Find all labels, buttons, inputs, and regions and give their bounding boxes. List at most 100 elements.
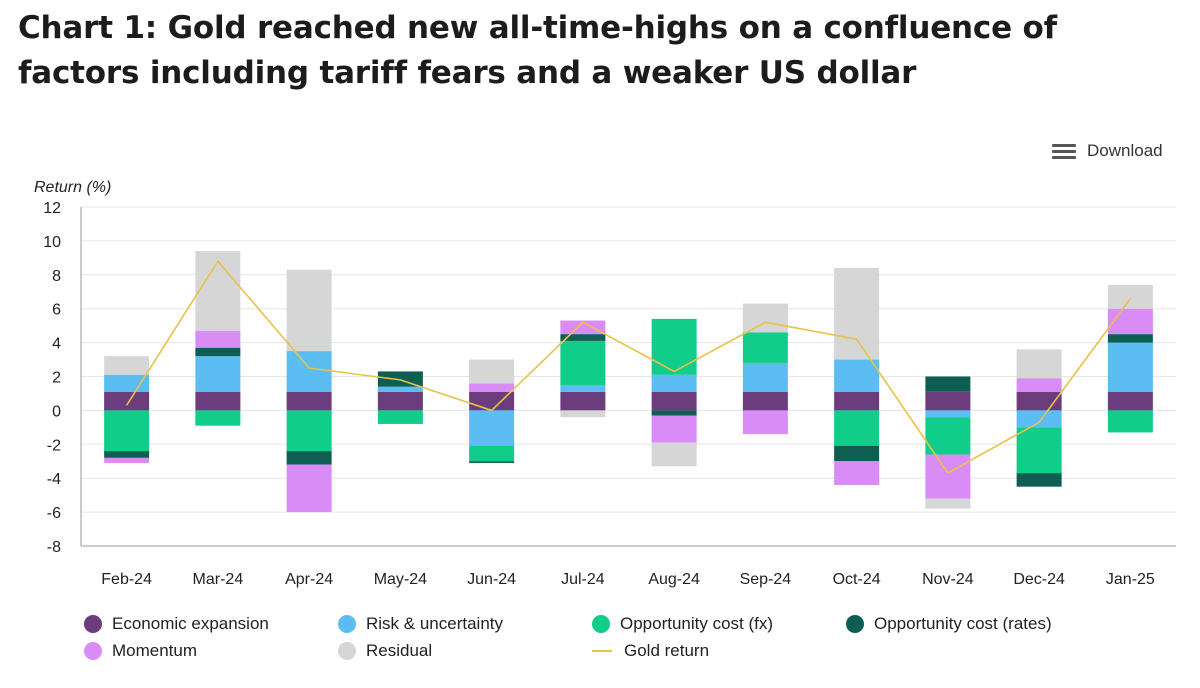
- bar-segment: [834, 445, 880, 462]
- bar-segment: [469, 410, 515, 446]
- bar-segment: [1107, 391, 1153, 411]
- bar-segment: [1107, 284, 1153, 309]
- legend-label: Risk & uncertainty: [366, 614, 503, 633]
- legend-swatch: [338, 615, 356, 633]
- bar-segment: [1107, 308, 1153, 335]
- bar-segment: [1016, 473, 1062, 487]
- y-tick-label: -6: [47, 505, 61, 522]
- y-axis-label: Return (%): [34, 179, 111, 196]
- y-tick-label: 8: [52, 268, 61, 285]
- legend-swatch: [84, 615, 102, 633]
- bar-segment: [742, 410, 788, 435]
- bar-segment: [286, 351, 332, 392]
- bar-segment: [469, 391, 515, 411]
- legend-label: Opportunity cost (fx): [620, 614, 774, 633]
- bar-segment: [560, 334, 606, 341]
- bar-segment: [925, 376, 971, 392]
- bar-segment: [651, 391, 697, 411]
- bar-segment: [377, 386, 423, 392]
- bar-segment: [651, 318, 697, 375]
- legend-item[interactable]: Economic expansion: [84, 614, 269, 634]
- y-tick-label: -4: [47, 471, 61, 488]
- y-tick-label: 6: [52, 302, 61, 319]
- x-tick-label: Jun-24: [467, 571, 516, 588]
- bar-segment: [925, 454, 971, 499]
- bar-segment: [104, 457, 150, 463]
- bar-segment: [742, 332, 788, 363]
- x-tick-label: Nov-24: [922, 571, 974, 588]
- bar-segment: [1016, 427, 1062, 474]
- bar-segment: [651, 415, 697, 443]
- bar-segment: [925, 391, 971, 411]
- y-tick-label: -8: [47, 539, 61, 556]
- legend-item[interactable]: Risk & uncertainty: [338, 614, 503, 634]
- bar-segment: [1107, 342, 1153, 392]
- legend-item[interactable]: Gold return: [592, 641, 709, 661]
- bar-segment: [1016, 349, 1062, 379]
- x-tick-label: Jan-25: [1106, 571, 1155, 588]
- legend-swatch: [592, 650, 612, 652]
- legend-item[interactable]: Residual: [338, 641, 432, 661]
- legend-swatch: [338, 642, 356, 660]
- x-tick-label: Apr-24: [285, 571, 333, 588]
- legend-label: Momentum: [112, 641, 198, 660]
- bar-segment: [560, 391, 606, 411]
- x-tick-label: Jul-24: [561, 571, 605, 588]
- bar-segment: [104, 356, 150, 375]
- bar-segment: [195, 356, 241, 392]
- bar-segment: [925, 410, 971, 418]
- x-tick-label: Dec-24: [1013, 571, 1065, 588]
- bar-segment: [742, 362, 788, 392]
- legend-label: Economic expansion: [112, 614, 269, 633]
- bar-segment: [286, 410, 332, 452]
- legend-item[interactable]: Momentum: [84, 641, 197, 661]
- bar-segment: [377, 410, 423, 424]
- bar-segment: [925, 498, 971, 509]
- bar-segment: [834, 359, 880, 392]
- bar-segment: [195, 251, 241, 331]
- bar-segment: [469, 383, 515, 392]
- legend-item[interactable]: Opportunity cost (fx): [592, 614, 773, 634]
- hamburger-menu-icon: [1052, 141, 1078, 161]
- legend-label: Gold return: [624, 641, 710, 660]
- bar-segment: [834, 410, 880, 446]
- bar-segment: [1016, 410, 1062, 428]
- bar-segment: [651, 374, 697, 392]
- bar-segment: [286, 451, 332, 465]
- download-label: Download: [1087, 141, 1163, 160]
- bar-segment: [1016, 378, 1062, 392]
- bar-segment: [742, 391, 788, 411]
- bar-segment: [377, 391, 423, 411]
- legend-label: Residual: [366, 641, 433, 660]
- bar-segment: [104, 374, 150, 392]
- y-tick-label: 10: [43, 234, 61, 251]
- bar-segment: [560, 340, 606, 385]
- bar-segment: [104, 391, 150, 411]
- bar-segment: [560, 384, 606, 392]
- bar-segment: [104, 410, 150, 452]
- legend-swatch: [846, 615, 864, 633]
- x-tick-label: Aug-24: [648, 571, 700, 588]
- bar-segment: [651, 410, 697, 416]
- bar-segment: [286, 269, 332, 352]
- bar-segment: [469, 461, 515, 463]
- x-tick-label: Mar-24: [193, 571, 244, 588]
- bar-segment: [1107, 334, 1153, 343]
- bar-segment: [834, 391, 880, 411]
- legend-swatch: [592, 615, 610, 633]
- bar-segment: [834, 268, 880, 360]
- download-button[interactable]: Download: [1052, 141, 1163, 161]
- bar-segment: [560, 320, 606, 335]
- y-tick-label: 4: [52, 336, 61, 353]
- y-tick-label: 2: [52, 370, 61, 387]
- x-tick-label: May-24: [374, 571, 427, 588]
- gold-return-line: [125, 259, 1132, 475]
- bar-segment: [195, 330, 241, 348]
- bar-segment: [469, 359, 515, 384]
- bar-segment: [560, 410, 606, 418]
- x-tick-label: Sep-24: [740, 571, 792, 588]
- legend-swatch: [84, 642, 102, 660]
- legend-item[interactable]: Opportunity cost (rates): [846, 614, 1052, 634]
- x-tick-label: Oct-24: [833, 571, 881, 588]
- bar-segment: [286, 391, 332, 411]
